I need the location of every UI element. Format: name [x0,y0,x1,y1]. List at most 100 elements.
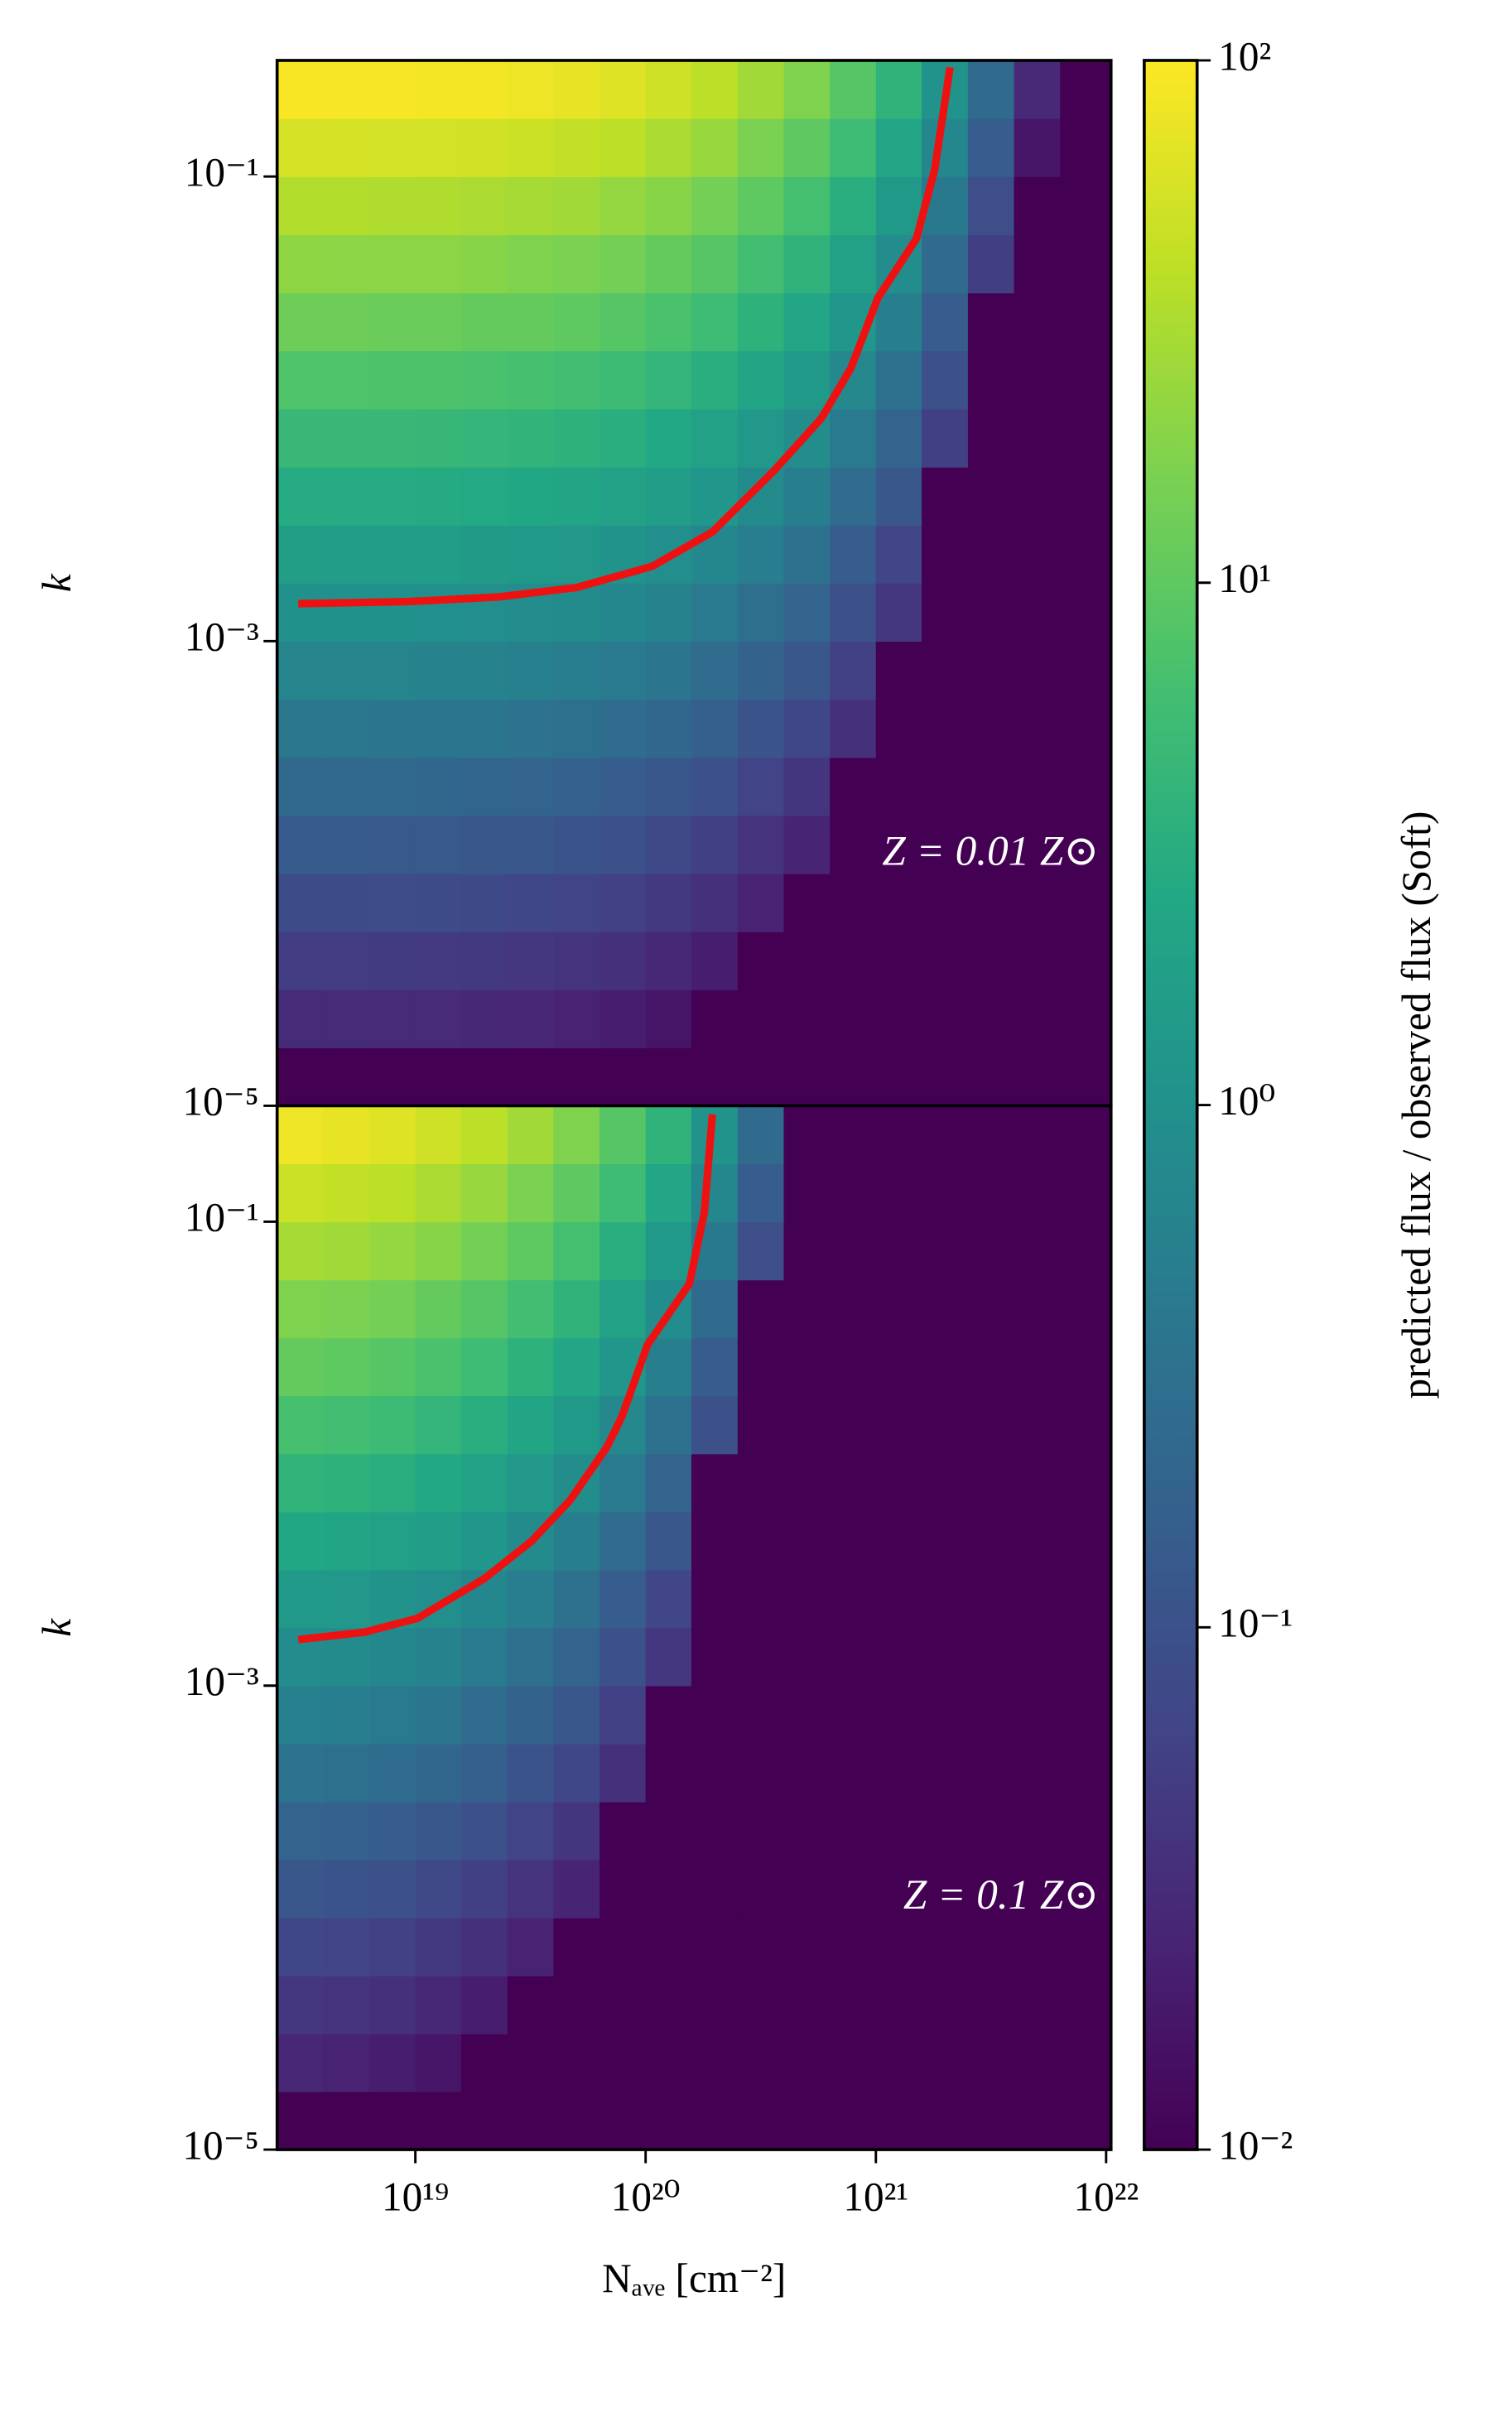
heatmap-cell [783,2034,831,2092]
heatmap-cell [737,1163,785,1223]
heatmap-cell [415,583,462,643]
heatmap-cell [369,350,417,410]
heatmap-cell [783,1105,831,1165]
heatmap-cell [737,873,785,932]
heatmap-cell [369,466,417,526]
heatmap-cell [277,1685,325,1745]
heatmap-cell [830,1976,877,2034]
heatmap-cell [1014,1569,1061,1629]
heatmap-cell [967,234,1015,294]
heatmap-cell [691,815,739,874]
heatmap-cell [830,815,877,874]
heatmap-cell [460,1627,508,1687]
heatmap-cell [553,525,600,584]
heatmap-cell [691,757,739,816]
heatmap-cell [369,699,417,758]
heatmap-cell [507,2091,555,2150]
heatmap-cell [415,1511,462,1571]
heatmap-cell [737,757,785,816]
heatmap-cell [922,466,969,526]
y-tick-label: 10⁻¹ [185,1195,259,1240]
heatmap-cell [783,699,831,758]
heatmap-cell [830,408,877,468]
heatmap-cell [875,525,922,584]
heatmap-cell [553,932,600,990]
heatmap-cell [600,118,647,177]
heatmap-cell [460,525,508,584]
y-axis-label: k [34,573,79,592]
heatmap-cell [323,292,370,352]
heatmap-cell [600,408,647,468]
heatmap-cell [922,234,969,294]
heatmap-cell [369,1917,417,1976]
heatmap-cell [1014,1685,1061,1745]
heatmap-cell [600,873,647,932]
heatmap-cell [460,1976,508,2034]
heatmap-cell [369,1221,417,1281]
heatmap-cell [691,2034,739,2092]
heatmap-cell [691,350,739,410]
heatmap-cell [830,2034,877,2092]
heatmap-cell [600,2091,647,2150]
heatmap-cell [277,1337,325,1397]
heatmap-cell [967,1221,1015,1281]
heatmap-cell [967,1627,1015,1687]
heatmap-cell [460,1279,508,1339]
heatmap-cell [645,1685,692,1745]
heatmap-cell [507,1685,555,1745]
heatmap-cell [507,466,555,526]
heatmap-cell [369,1743,417,1803]
heatmap-cell [369,1047,417,1107]
heatmap-cell [1060,583,1112,643]
heatmap-cell [645,1221,692,1281]
heatmap-cell [691,60,739,119]
heatmap-cell [323,1453,370,1513]
heatmap-cell [1014,1279,1061,1339]
heatmap-cell [922,989,969,1048]
heatmap-cell [277,1047,325,1107]
heatmap-cell [922,583,969,643]
heatmap-cell [967,932,1015,990]
heatmap-cell [967,1859,1015,1919]
heatmap-cell [737,118,785,177]
heatmap-cell [553,176,600,236]
heatmap-cell [369,1859,417,1919]
heatmap-cell [507,292,555,352]
heatmap-cell [369,757,417,816]
heatmap-cell [460,2034,508,2092]
heatmap-cell [783,1337,831,1397]
heatmap-cell [323,118,370,177]
heatmap-cell [460,1685,508,1745]
heatmap-cell [323,1105,370,1165]
heatmap-cell [460,1801,508,1861]
heatmap-cell [415,932,462,990]
heatmap-cell [783,350,831,410]
heatmap-cell [553,1859,600,1919]
heatmap-cell [830,176,877,236]
heatmap-cell [737,699,785,758]
heatmap-cell [507,641,555,701]
heatmap-cell [277,408,325,468]
heatmap-cell [830,2091,877,2150]
heatmap-cell [507,1279,555,1339]
heatmap-cell [369,2034,417,2092]
heatmap-cell [783,292,831,352]
heatmap-cell [922,2034,969,2092]
heatmap-cell [507,1337,555,1397]
heatmap-cell [645,1976,692,2034]
heatmap-cell [645,1047,692,1107]
heatmap-cell [875,292,922,352]
heatmap-cell [875,1105,922,1165]
heatmap-cell [553,1047,600,1107]
heatmap-cell [460,466,508,526]
heatmap-cell [875,2091,922,2150]
heatmap-cell [691,1453,739,1513]
heatmap-cell [553,641,600,701]
heatmap-cell [277,583,325,643]
heatmap-cell [553,873,600,932]
heatmap-cell [737,1337,785,1397]
heatmap-cell [922,1743,969,1803]
heatmap-cell [967,1105,1015,1165]
heatmap-cell [691,1511,739,1571]
